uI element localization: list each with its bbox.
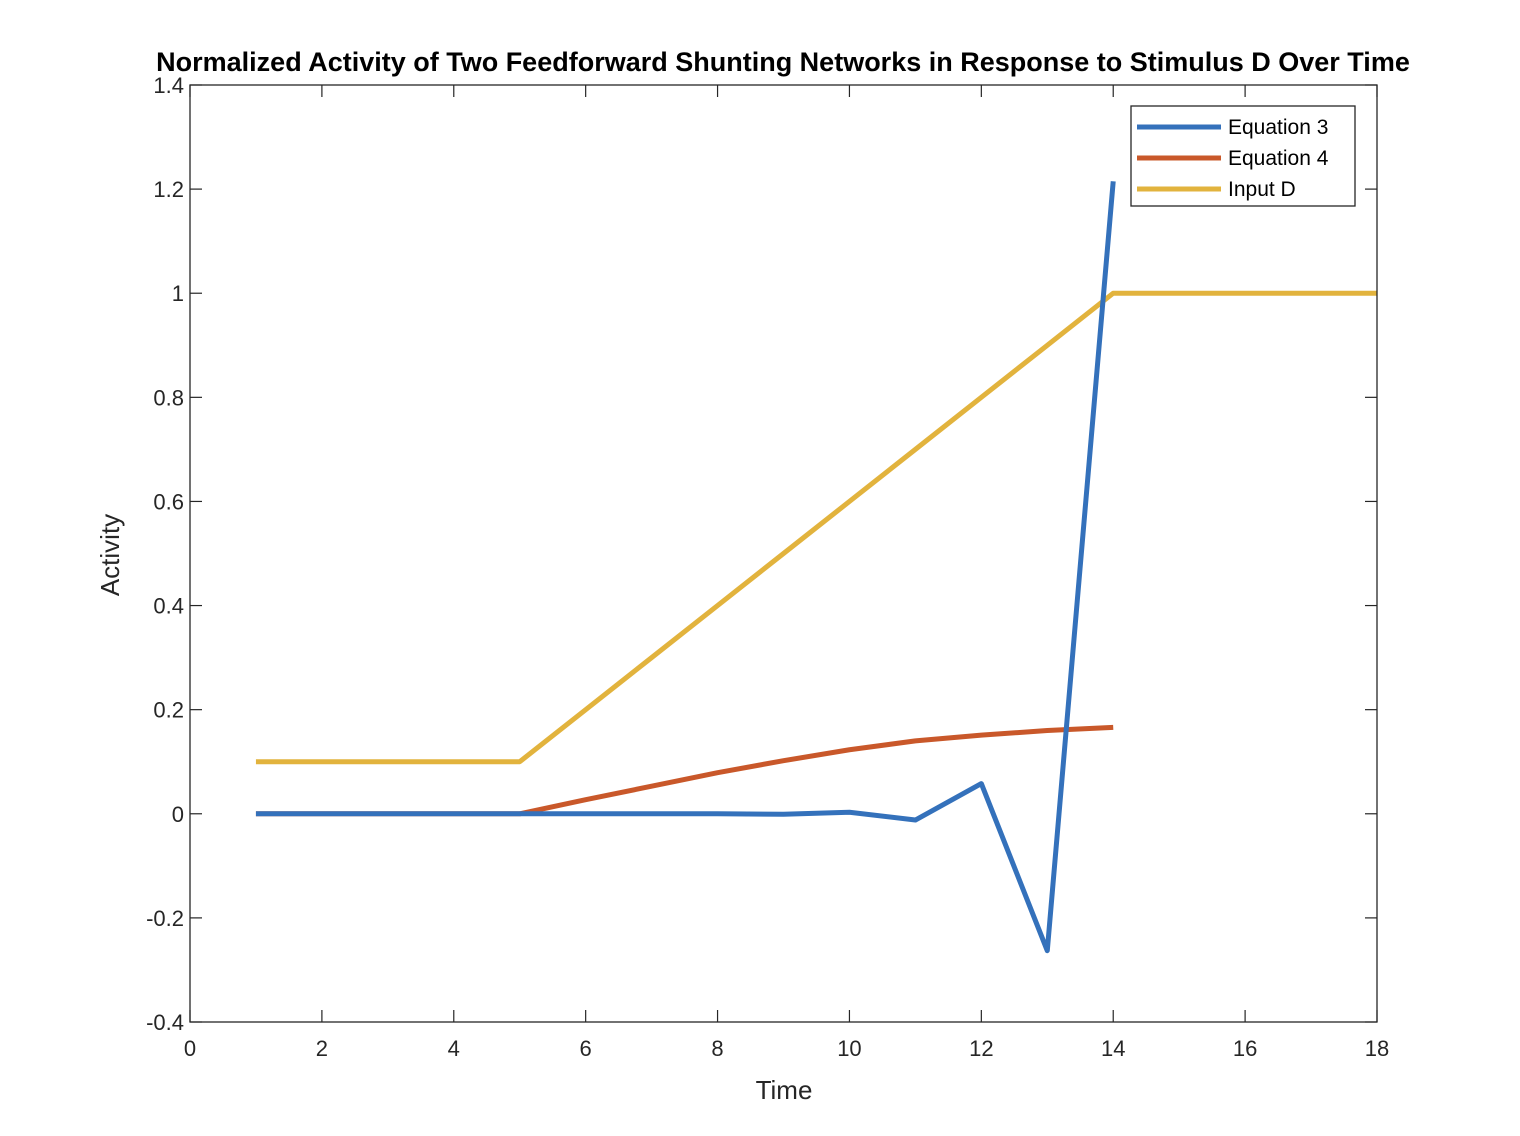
y-axis-title: Activity: [95, 514, 125, 596]
x-tick-label: 2: [316, 1036, 328, 1061]
y-tick-label: 0.4: [153, 594, 184, 619]
y-tick-label: 1: [172, 281, 184, 306]
chart-title: Normalized Activity of Two Feedforward S…: [156, 47, 1410, 77]
legend-label-input-d: Input D: [1228, 178, 1296, 201]
legend-label-equation-3: Equation 3: [1228, 116, 1328, 139]
x-tick-label: 12: [969, 1036, 993, 1061]
series-line-input-d: [255, 290, 1377, 765]
y-tick-label: -0.2: [146, 906, 184, 931]
x-tick-label: 4: [448, 1036, 460, 1061]
x-tick-label: 6: [580, 1036, 592, 1061]
series-lines: [255, 181, 1377, 954]
y-tick-label: 0: [172, 802, 184, 827]
legend-label-equation-4: Equation 4: [1228, 147, 1329, 170]
y-tick-label: 0.8: [153, 385, 184, 410]
x-tick-labels: 0 2 4 6 8 10 12 14 16 18: [184, 1036, 1389, 1061]
y-tick-label: 1.4: [153, 73, 184, 98]
y-tick-label: 1.2: [153, 177, 184, 202]
legend-items: Equation 3 Equation 4 Input D: [1137, 116, 1329, 201]
y-tick-label: 0.2: [153, 698, 184, 723]
legend: Equation 3 Equation 4 Input D: [1130, 105, 1356, 207]
y-tick-label: -0.4: [146, 1010, 184, 1035]
x-tick-label: 10: [837, 1036, 861, 1061]
x-tick-label: 14: [1101, 1036, 1125, 1061]
series-line-equation-3: [255, 181, 1116, 954]
axes-box: [189, 84, 1378, 1023]
x-tick-label: 0: [184, 1036, 196, 1061]
x-tick-label: 8: [711, 1036, 723, 1061]
x-tick-label: 16: [1233, 1036, 1257, 1061]
x-tick-label: 18: [1365, 1036, 1389, 1061]
y-tick-labels: -0.4 -0.2 0 0.2 0.4 0.6 0.8 1 1.2 1.4: [146, 73, 184, 1035]
x-axis-title: Time: [756, 1075, 813, 1105]
y-tick-label: 0.6: [153, 489, 184, 514]
